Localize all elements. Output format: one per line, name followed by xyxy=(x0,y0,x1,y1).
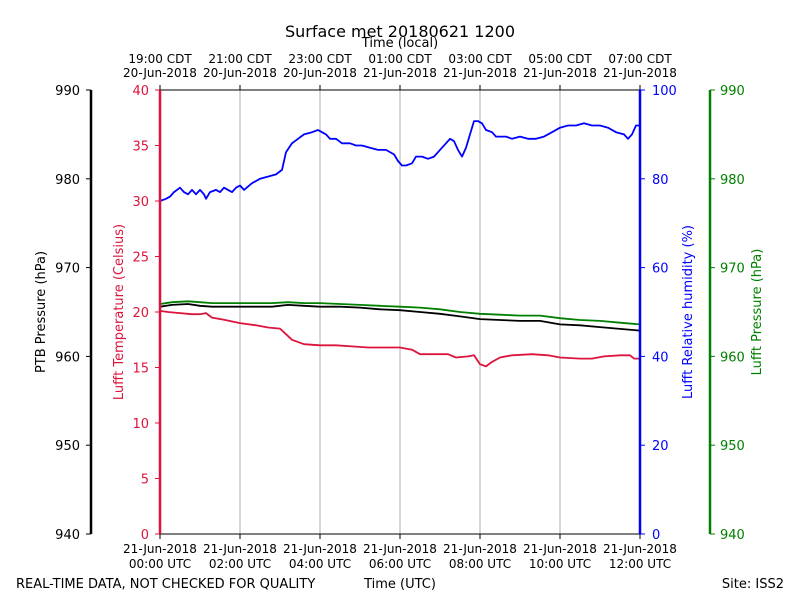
chart-title: Surface met 20180621 1200 xyxy=(285,22,515,41)
axes-group: 940 950 960 970 980 990 PTB Pressure (hPa) 0 5 10… xyxy=(34,84,765,543)
lufft_pressure-tick-label: 960 xyxy=(720,350,745,365)
lufft_pressure-tick-label: 980 xyxy=(720,173,745,188)
humidity-tick-label: 20 xyxy=(652,439,669,454)
humidity-tick-label: 80 xyxy=(652,173,669,188)
bottom-tick-time: 10:00 UTC xyxy=(529,557,591,571)
top-tick-time: 07:00 CDT xyxy=(608,52,672,66)
ptb_pressure-tick-label: 980 xyxy=(55,173,80,188)
top-tick-date: 20-Jun-2018 xyxy=(203,66,277,80)
bottom-tick-time: 06:00 UTC xyxy=(369,557,431,571)
temperature-axis-title: Lufft Temperature (Celsius) xyxy=(112,224,127,400)
top-tick-time: 05:00 CDT xyxy=(528,52,592,66)
top-tick-time: 19:00 CDT xyxy=(128,52,192,66)
bottom-tick-date: 21-Jun-2018 xyxy=(603,542,677,556)
temperature-tick-label: 20 xyxy=(132,306,149,321)
bottom-tick-date: 21-Jun-2018 xyxy=(363,542,437,556)
ptb_pressure-tick-label: 990 xyxy=(55,84,80,99)
temperature-tick-label: 40 xyxy=(132,84,149,99)
ptb_pressure-tick-label: 940 xyxy=(55,528,80,543)
top-tick-time: 23:00 CDT xyxy=(288,52,352,66)
vertical-gridlines xyxy=(239,90,561,534)
footer-quality-note: REAL-TIME DATA, NOT CHECKED FOR QUALITY xyxy=(16,577,315,592)
bottom-tick-date: 21-Jun-2018 xyxy=(523,542,597,556)
ptb_pressure-tick-label: 960 xyxy=(55,350,80,365)
ptb_pressure-tick-label: 970 xyxy=(55,262,80,277)
bottom-tick-time: 00:00 UTC xyxy=(129,557,191,571)
temperature-tick-label: 25 xyxy=(132,251,149,266)
temperature-tick-label: 0 xyxy=(141,528,149,543)
bottom-tick-date: 21-Jun-2018 xyxy=(443,542,517,556)
top-tick-date: 21-Jun-2018 xyxy=(523,66,597,80)
footer-site-label: Site: ISS2 xyxy=(722,577,784,592)
top-tick-date: 20-Jun-2018 xyxy=(283,66,357,80)
humidity-axis-title: Lufft Relative humidity (%) xyxy=(681,225,696,399)
top-tick-date: 21-Jun-2018 xyxy=(363,66,437,80)
bottom-tick-time: 12:00 UTC xyxy=(609,557,671,571)
bottom-tick-date: 21-Jun-2018 xyxy=(203,542,277,556)
ptb_pressure-axis-title: PTB Pressure (hPa) xyxy=(34,251,49,373)
humidity-tick-label: 100 xyxy=(652,84,677,99)
top-tick-time: 21:00 CDT xyxy=(208,52,272,66)
top-tick-date: 20-Jun-2018 xyxy=(123,66,197,80)
bottom-tick-date: 21-Jun-2018 xyxy=(123,542,197,556)
lufft_pressure-tick-label: 990 xyxy=(720,84,745,99)
lufft_pressure-tick-label: 970 xyxy=(720,262,745,277)
bottom-tick-date: 21-Jun-2018 xyxy=(283,542,357,556)
top-tick-time: 03:00 CDT xyxy=(448,52,512,66)
top-tick-date: 21-Jun-2018 xyxy=(443,66,517,80)
humidity-tick-label: 60 xyxy=(652,262,669,277)
series-humidity-line xyxy=(159,120,640,202)
top-tick-time: 01:00 CDT xyxy=(368,52,432,66)
series-ptb_pressure-line xyxy=(159,303,641,332)
data-series xyxy=(159,120,641,368)
humidity-tick-label: 40 xyxy=(652,350,669,365)
humidity-tick-label: 0 xyxy=(652,528,660,543)
bottom-tick-time: 04:00 UTC xyxy=(289,557,351,571)
temperature-tick-label: 30 xyxy=(132,195,149,210)
bottom-axis-label: Time (UTC) xyxy=(363,577,436,592)
series-lufft_pressure-line xyxy=(159,300,641,326)
top-axis-label: Time (local) xyxy=(361,36,438,51)
temperature-tick-label: 15 xyxy=(132,362,149,377)
bottom-tick-time: 08:00 UTC xyxy=(449,557,511,571)
lufft_pressure-tick-label: 950 xyxy=(720,439,745,454)
temperature-tick-label: 35 xyxy=(132,140,149,155)
ptb_pressure-tick-label: 950 xyxy=(55,439,80,454)
top-tick-date: 21-Jun-2018 xyxy=(603,66,677,80)
series-temperature-line xyxy=(159,310,640,368)
temperature-tick-label: 5 xyxy=(141,473,149,488)
lufft_pressure-axis-title: Lufft Pressure (hPa) xyxy=(750,249,765,376)
lufft_pressure-tick-label: 940 xyxy=(720,528,745,543)
temperature-tick-label: 10 xyxy=(132,417,149,432)
bottom-tick-time: 02:00 UTC xyxy=(209,557,271,571)
